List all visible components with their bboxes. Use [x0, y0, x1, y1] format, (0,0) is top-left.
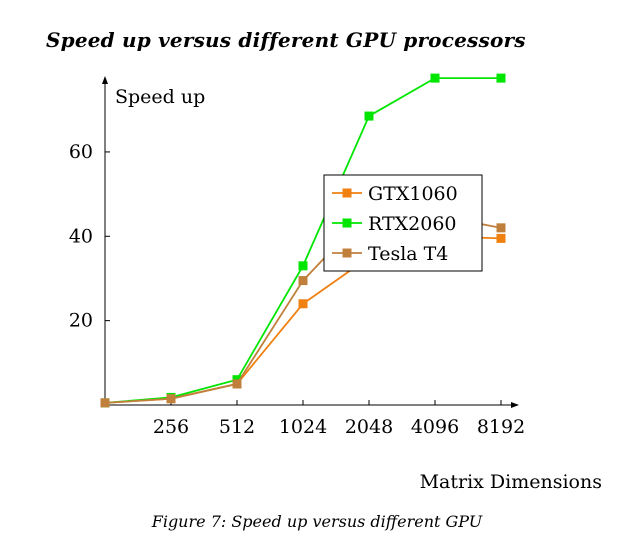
legend-marker — [342, 218, 352, 228]
data-point — [496, 233, 506, 243]
legend: GTX1060 RTX2060 Tesla T4 — [323, 174, 483, 272]
ticks: 20 40 60 256 512 1024 2048 4096 8192 — [69, 141, 525, 438]
x-tick-label: 512 — [219, 416, 255, 438]
legend-marker — [342, 188, 352, 198]
legend-item: GTX1060 — [332, 183, 458, 205]
data-point — [100, 398, 110, 408]
x-tick-label: 1024 — [279, 416, 327, 438]
data-point — [364, 111, 374, 121]
data-point — [298, 299, 308, 309]
chart-title: Speed up versus different GPU processors — [46, 28, 526, 52]
legend-label: Tesla T4 — [368, 243, 448, 265]
y-tick-label: 60 — [69, 141, 93, 163]
data-point — [496, 73, 506, 83]
legend-label: GTX1060 — [368, 183, 458, 205]
y-axis-arrow — [102, 76, 108, 84]
legend-label: RTX2060 — [368, 213, 457, 235]
data-point — [298, 276, 308, 286]
x-tick-label: 8192 — [477, 416, 525, 438]
data-point — [430, 73, 440, 83]
data-point — [496, 223, 506, 233]
y-axis-label: Speed up — [115, 86, 205, 108]
x-tick-label: 2048 — [345, 416, 393, 438]
x-tick-label: 4096 — [411, 416, 459, 438]
x-tick-label: 256 — [153, 416, 189, 438]
data-point — [298, 261, 308, 271]
y-tick-label: 40 — [69, 225, 93, 247]
legend-item: RTX2060 — [332, 213, 457, 235]
x-axis-label: Matrix Dimensions — [420, 471, 602, 493]
y-tick-label: 20 — [69, 310, 93, 332]
x-axis-arrow — [511, 402, 519, 408]
legend-marker — [342, 248, 352, 258]
data-point — [232, 379, 242, 389]
legend-item: Tesla T4 — [332, 243, 448, 265]
data-point — [166, 394, 176, 404]
figure-caption: Figure 7: Speed up versus different GPU — [151, 512, 483, 531]
axes — [102, 76, 519, 408]
